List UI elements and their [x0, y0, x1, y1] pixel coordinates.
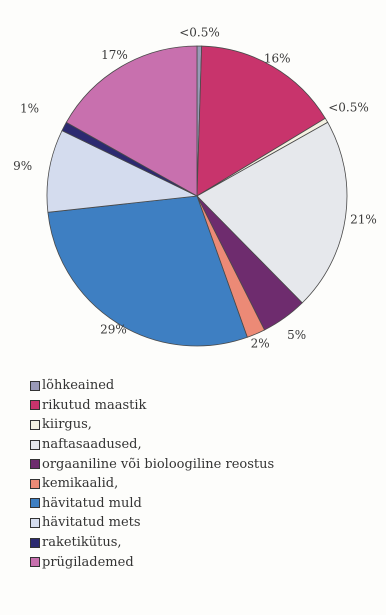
- chart-legend: lõhkeained rikutud maastik kiirgus, naftasa…: [30, 376, 274, 572]
- pie-slices: [46, 45, 348, 347]
- legend-swatch: [30, 478, 40, 489]
- legend-label: rikutud maastik: [42, 397, 147, 413]
- legend-label: orgaaniline või bioloogiline reostus: [42, 456, 275, 472]
- slice-label: 21%: [350, 212, 377, 226]
- legend-swatch: [30, 439, 40, 450]
- slice-label: 2%: [251, 337, 270, 351]
- pie-labels: <0.5% 16% <0.5% 21% 5% 2% 29% 9% 1% 17%: [13, 26, 377, 351]
- slice-label: 5%: [287, 328, 306, 342]
- legend-label: lõhkeained: [42, 378, 115, 394]
- legend-swatch: [30, 498, 40, 509]
- slice-label: 1%: [20, 101, 39, 115]
- slice-label: 9%: [13, 159, 32, 173]
- legend-label: naftasaadused,: [42, 437, 142, 453]
- legend-item: hävitatud mets: [30, 513, 274, 533]
- legend-swatch: [30, 380, 40, 391]
- pie-slice: [46, 130, 199, 213]
- slice-label: 29%: [100, 323, 127, 337]
- legend-item: naftasaadused,: [30, 435, 274, 455]
- legend-swatch: [30, 557, 40, 568]
- legend-item: kemikaalid,: [30, 474, 274, 494]
- legend-swatch: [30, 517, 40, 528]
- legend-item: prügilademed: [30, 552, 274, 572]
- legend-label: hävitatud muld: [42, 495, 142, 511]
- legend-swatch: [30, 400, 40, 411]
- slice-label: 16%: [264, 52, 291, 66]
- legend-item: rikutud maastik: [30, 396, 274, 416]
- legend-label: kiirgus,: [42, 417, 92, 433]
- legend-item: lõhkeained: [30, 376, 274, 396]
- pie-chart: <0.5% 16% <0.5% 21% 5% 2% 29% 9% 1% 17%: [13, 26, 377, 351]
- slice-label: <0.5%: [328, 101, 369, 115]
- pie-slice: [196, 45, 326, 197]
- legend-item: raketikütus,: [30, 533, 274, 553]
- legend-item: orgaaniline või bioloogiline reostus: [30, 454, 274, 474]
- legend-item: hävitatud muld: [30, 494, 274, 514]
- slice-label: <0.5%: [179, 26, 220, 40]
- slice-label: 17%: [101, 48, 128, 62]
- pie-slice: [65, 45, 198, 197]
- pie-slice: [196, 121, 348, 304]
- legend-label: hävitatud mets: [42, 515, 141, 531]
- legend-swatch: [30, 537, 40, 548]
- legend-item: kiirgus,: [30, 415, 274, 435]
- legend-swatch: [30, 419, 40, 430]
- legend-swatch: [30, 459, 40, 470]
- legend-label: prügilademed: [42, 554, 134, 570]
- legend-label: raketikütus,: [42, 535, 122, 551]
- legend-label: kemikaalid,: [42, 476, 119, 492]
- pie-slice: [47, 195, 248, 347]
